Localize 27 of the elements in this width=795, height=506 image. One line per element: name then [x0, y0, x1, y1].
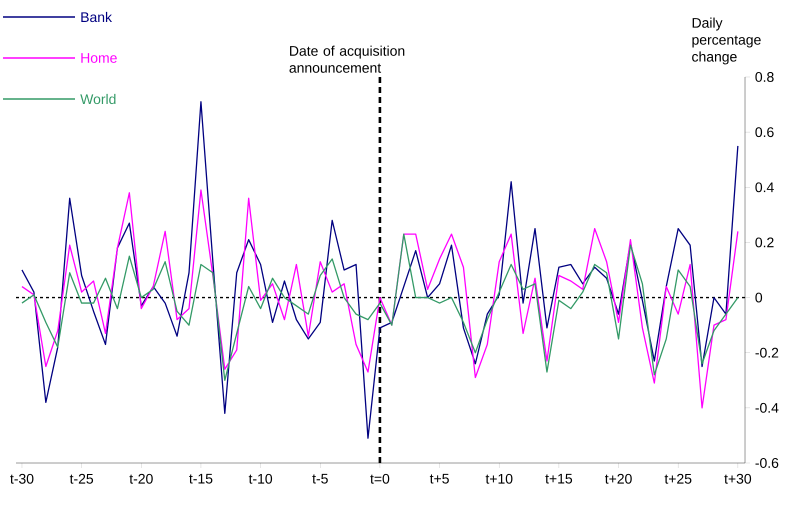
text: Bank [81, 12, 112, 22]
y-tick-label: 0.4 [755, 182, 774, 192]
x-tick-label: t+20 [604, 474, 632, 484]
x-tick-label: t-15 [189, 474, 212, 484]
y-axis-title: Daily percentage change [692, 18, 761, 64]
y-tick-label: 0.2 [755, 237, 774, 248]
x-tick-label: t-30 [10, 474, 34, 484]
x-tick-label: t+15 [545, 474, 572, 484]
y-tick-label: -0.4 [755, 402, 778, 413]
x-tick-label: t-20 [129, 474, 153, 484]
x-tick-label: t=0 [370, 474, 390, 484]
y-tick-label: -0.2 [755, 348, 778, 358]
x-tick-label: t+5 [430, 474, 449, 484]
x-tick-label: t-10 [248, 474, 272, 484]
x-tick-label: t+25 [664, 474, 692, 484]
ref-line-label: Date of acquisition announcement [290, 46, 404, 73]
text: Home [81, 53, 117, 63]
y-tick-label: 0.8 [755, 72, 774, 82]
x-tick-label: t+10 [486, 474, 512, 484]
line-series [21, 189, 738, 409]
y-tick-label: -0.6 [755, 458, 778, 468]
text: World [80, 94, 116, 104]
x-tick-label: t-25 [70, 474, 94, 484]
y-tick-label: 0 [755, 292, 762, 303]
y-tick-label: 0.6 [755, 127, 774, 138]
x-tick-label: t+30 [724, 474, 752, 484]
x-tick-label: t-5 [312, 474, 328, 484]
